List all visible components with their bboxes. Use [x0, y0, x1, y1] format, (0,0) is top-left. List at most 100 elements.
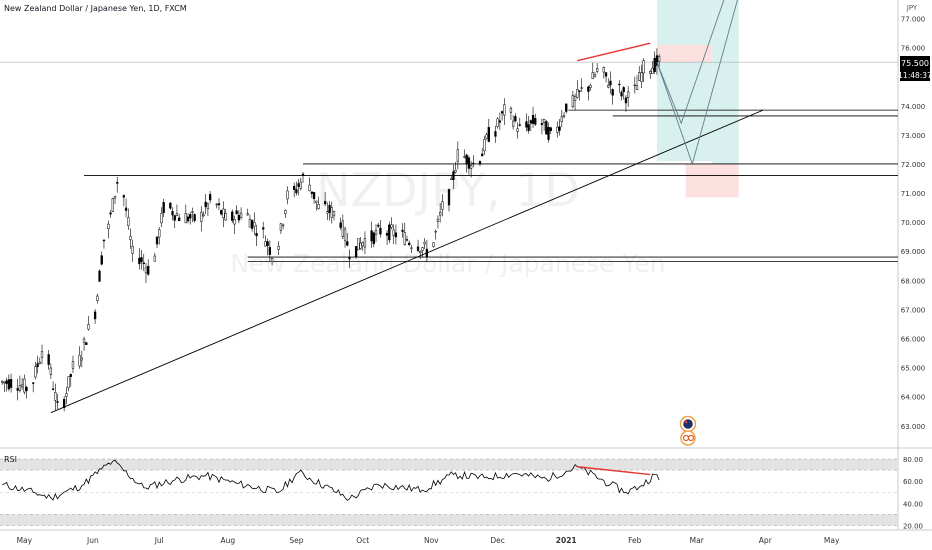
candle-body [525, 121, 528, 128]
candle-body [405, 239, 409, 241]
candle-body [587, 86, 590, 92]
time-tick-label: Nov [424, 536, 439, 545]
candle-body [487, 127, 490, 142]
candle-body [540, 123, 544, 125]
candle-body [262, 227, 265, 230]
candle-body [627, 91, 630, 98]
candle-body [186, 216, 190, 222]
candle-body [277, 246, 280, 250]
new-zealand-flag-icon[interactable] [679, 415, 697, 433]
event-marker-icon[interactable] [680, 430, 696, 446]
candle-body [354, 246, 358, 258]
candle-body [565, 103, 568, 112]
candle-body [127, 217, 130, 226]
candle-body [485, 134, 488, 139]
watermark-name: New Zealand Dollar / Japanese Yen [230, 249, 665, 278]
symbol-title: New Zealand Dollar / Japanese Yen, 1D, F… [4, 4, 187, 13]
rsi-tick-label: 40.00 [903, 500, 923, 508]
candle-body [518, 124, 521, 126]
candle-body [255, 233, 258, 237]
candle-body [591, 72, 594, 80]
candle-body [36, 363, 39, 368]
time-tick-label: Mar [690, 536, 705, 545]
price-tick-label: 72.000 [901, 161, 926, 169]
candle-body [456, 149, 459, 162]
price-tick-label: 64.000 [901, 394, 926, 402]
candle-body [173, 215, 176, 221]
candle-body [481, 153, 484, 157]
candle-body [562, 115, 566, 117]
candle-body [286, 190, 289, 200]
candle-body [264, 241, 267, 247]
time-tick-label: 2021 [556, 536, 577, 545]
candle-body [556, 126, 559, 133]
candle-body [649, 70, 652, 74]
price-tick-label: 66.000 [901, 335, 926, 343]
rsi-label: RSI [4, 455, 17, 464]
candle-body [62, 399, 66, 409]
candle-body [379, 227, 382, 235]
candle-body [452, 171, 455, 180]
candle-body [511, 120, 515, 127]
candle-body [284, 210, 287, 215]
candle-body [67, 376, 70, 388]
candle-body [98, 270, 101, 282]
candle-body [326, 211, 329, 214]
price-tick-label: 67.000 [901, 306, 926, 314]
price-tick-label: 71.000 [901, 190, 926, 198]
candle-body [51, 388, 55, 390]
candle-body [312, 192, 316, 200]
candle-body [235, 210, 238, 215]
candle-body [107, 223, 110, 229]
candle-body [401, 229, 404, 232]
time-tick-label: Oct [356, 536, 369, 545]
candle-body [109, 212, 112, 215]
candle-body [206, 203, 210, 210]
candle-body [467, 157, 471, 169]
candle-body [208, 194, 212, 201]
candle-body [640, 72, 643, 82]
price-tick-label: 68.000 [901, 277, 926, 285]
candle-body [124, 207, 128, 211]
projection-path-1 [656, 0, 725, 125]
candle-body [377, 224, 380, 227]
candle-body [102, 239, 106, 242]
candle-body [47, 354, 50, 365]
candle-body [162, 202, 165, 213]
time-tick-label: May [17, 536, 33, 545]
time-tick-label: Apr [759, 536, 773, 545]
candle-body [494, 131, 497, 137]
candle-body [339, 222, 342, 228]
candle-body [385, 232, 389, 236]
candle-body [310, 191, 314, 194]
horizontal-levels [0, 61, 898, 262]
candle-body [573, 96, 577, 101]
candle-body [527, 124, 530, 131]
candle-body [253, 222, 256, 227]
candle-body [142, 262, 145, 265]
candle-body [239, 212, 243, 218]
candle-body [189, 214, 192, 219]
candle-body [500, 111, 504, 114]
time-tick-label: Sep [289, 536, 303, 545]
candle-body [328, 204, 331, 213]
candle-body [215, 203, 218, 206]
candle-body [56, 401, 59, 403]
candle-body [93, 311, 97, 320]
candle-body [542, 118, 546, 123]
candle-body [593, 74, 597, 77]
second-target-zone [712, 0, 739, 164]
candle-body [560, 116, 563, 122]
candle-body [589, 85, 592, 88]
candle-body [32, 382, 35, 384]
candle-body [237, 214, 241, 221]
candle-body [9, 379, 13, 388]
countdown-timer: 11:48:37 [898, 71, 932, 80]
candle-body [178, 217, 181, 221]
candle-body [348, 256, 351, 260]
candle-body [341, 220, 344, 237]
rsi-pane [0, 458, 898, 526]
candle-body [359, 242, 362, 249]
candle-body [204, 201, 207, 208]
